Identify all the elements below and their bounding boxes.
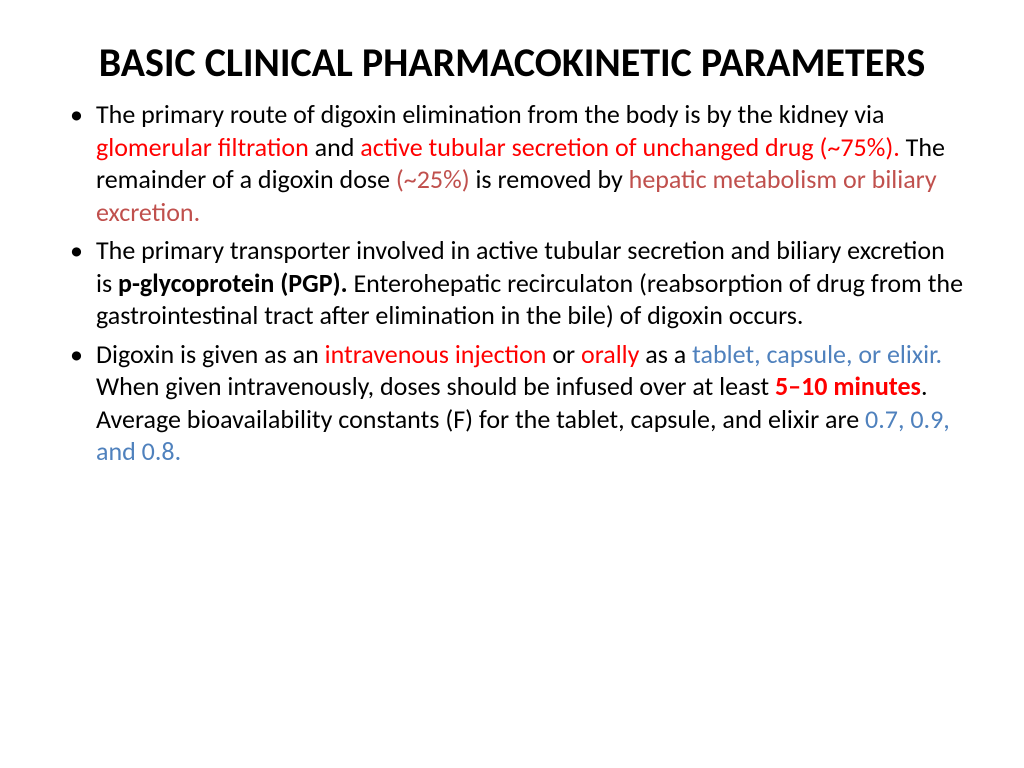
- bullet-item: The primary route of digoxin elimination…: [60, 98, 964, 228]
- text-run: p-glycoprotein (PGP).: [118, 267, 353, 299]
- slide-title: BASIC CLINICAL PHARMACOKINETIC PARAMETER…: [60, 40, 964, 86]
- bullet-item: Digoxin is given as an intravenous injec…: [60, 338, 964, 468]
- text-run: or: [552, 338, 581, 370]
- text-run: The primary route of digoxin elimination…: [96, 98, 884, 130]
- text-run: (~25%): [396, 163, 476, 195]
- text-run: is removed by: [475, 163, 628, 195]
- text-run: active tubular secretion of unchanged dr…: [360, 131, 905, 163]
- bullet-item: The primary transporter involved in acti…: [60, 234, 964, 332]
- text-run: 5–10 minutes: [775, 370, 921, 402]
- text-run: When given intravenously, doses should b…: [96, 370, 775, 402]
- text-run: glomerular filtration: [96, 131, 315, 163]
- bullet-list: The primary route of digoxin elimination…: [60, 98, 964, 468]
- text-run: orally: [581, 338, 645, 370]
- text-run: and: [315, 131, 361, 163]
- text-run: tablet, capsule, or elixir.: [692, 338, 942, 370]
- text-run: Digoxin is given as an: [96, 338, 325, 370]
- text-run: as a: [645, 338, 692, 370]
- text-run: intravenous injection: [325, 338, 553, 370]
